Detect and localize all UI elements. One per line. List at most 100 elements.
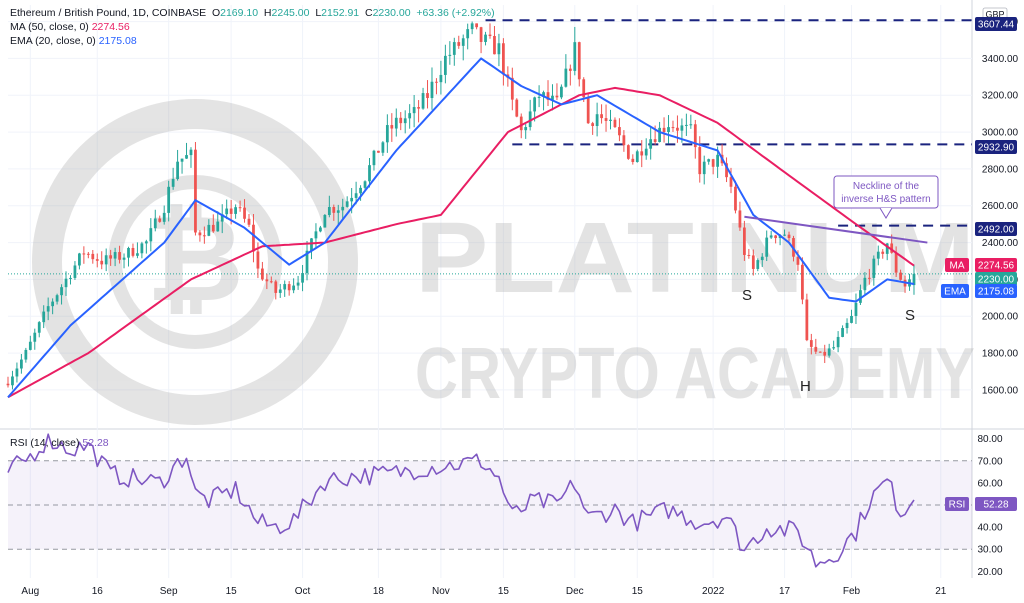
rsi-tick-label: 20.00: [977, 567, 1002, 578]
ma50-path: [7, 86, 915, 399]
price-tag: 2230.00: [975, 272, 1017, 286]
candle-body: [626, 145, 630, 159]
candle-body: [167, 186, 171, 213]
time-tick-label: Sep: [160, 586, 178, 597]
level-mid-tag: 2932.90: [975, 140, 1017, 154]
candle-body: [510, 77, 514, 100]
time-tick-label: 21: [935, 586, 947, 597]
ema-tag-value-box: [975, 284, 1017, 298]
currency-label: GBP: [985, 10, 1004, 20]
candle-body: [796, 256, 800, 265]
candle-body: [46, 306, 50, 312]
candle-body: [680, 125, 684, 131]
candle-body: [394, 117, 398, 129]
candle-body: [591, 123, 595, 127]
price-tick-label: 2800.00: [982, 164, 1019, 175]
neckline-line: [744, 215, 928, 244]
price-tick-label: 1800.00: [982, 349, 1019, 360]
watermark-logo: ₿ PLATINUM CRYPTO ACADEMY: [32, 99, 975, 425]
candle-body: [809, 340, 813, 347]
neckline-path: [744, 215, 928, 244]
ema-legend: EMA (20, close, 0) 2175.08: [10, 35, 137, 47]
candle-body: [702, 161, 706, 175]
candle-body: [497, 43, 501, 55]
price-tick-label: 3200.00: [982, 91, 1019, 102]
candle-body: [671, 127, 675, 129]
candle-body: [69, 277, 72, 279]
candle-body: [774, 235, 778, 239]
candle-body: [278, 289, 282, 293]
candle-body: [216, 221, 220, 232]
candle-body: [82, 253, 86, 255]
candle-body: [207, 224, 211, 236]
candle-body: [484, 34, 487, 42]
time-tick-label: 17: [779, 586, 791, 597]
candle-body: [466, 29, 470, 39]
rsi-path: [7, 433, 915, 568]
watermark-line2: CRYPTO ACADEMY: [415, 334, 975, 414]
candle-body: [408, 113, 412, 119]
candle-body: [827, 348, 831, 356]
candle-body: [292, 285, 296, 291]
ema-tag-value: 2175.08: [978, 287, 1015, 298]
candle-body: [341, 206, 345, 211]
candle-body: [211, 224, 215, 232]
ma-tag-label: MA: [950, 261, 965, 272]
level-high-tag: 3607.44: [975, 17, 1017, 31]
price-tick-label: 1600.00: [982, 385, 1019, 396]
right-shoulder-label: S: [905, 307, 915, 324]
candle-body: [698, 147, 702, 175]
ema-legend-value: 2175.08: [98, 35, 137, 47]
candle-body: [220, 214, 224, 222]
neckline-callout: Neckline of the inverse H&S pattern: [833, 175, 939, 219]
ma-tag-value-box: [975, 258, 1017, 272]
time-tick-label: Aug: [21, 586, 39, 597]
ohlc-close: 2230.00: [372, 7, 411, 19]
candle-body: [899, 272, 902, 280]
candle-body: [622, 135, 626, 146]
rsi-tick-label: 30.00: [977, 545, 1002, 556]
head-label: H: [800, 378, 811, 395]
time-tick-label: 15: [226, 586, 238, 597]
candle-body: [229, 208, 233, 214]
candle-body: [412, 107, 416, 114]
candle-body: [385, 125, 389, 143]
time-tick-label: 18: [373, 586, 385, 597]
candle-body: [131, 247, 135, 256]
candle-body: [747, 254, 751, 256]
price-tag-box: [975, 272, 1017, 286]
candle-body: [859, 290, 862, 303]
candle-body: [818, 351, 822, 353]
candle-body: [836, 336, 840, 348]
ohlc-c-label: C: [364, 7, 373, 19]
candle-body: [261, 268, 264, 280]
candle-body: [613, 119, 617, 128]
candle-body: [127, 247, 130, 258]
candle-body: [653, 139, 657, 142]
candle-body: [372, 150, 376, 166]
callout-line1: Neckline of the: [853, 181, 920, 192]
ma50-line: [7, 86, 915, 399]
candle-body: [6, 383, 10, 386]
candle-body: [881, 251, 885, 254]
candle-body: [760, 256, 764, 261]
time-axis: Aug 16 Sep 15 Oct 18 Nov 15 Dec 15 2022 17 Feb 21: [21, 586, 946, 597]
candle-body: [470, 23, 474, 30]
ma-legend: MA (50, close, 0) 2274.56: [10, 21, 130, 33]
candle-body: [814, 346, 818, 352]
candle-body: [493, 36, 496, 55]
level-high-value: 3607.44: [978, 20, 1015, 31]
candle-body: [872, 258, 876, 278]
time-tick-label: 16: [92, 586, 104, 597]
candle-body: [390, 125, 394, 129]
candle-body: [676, 127, 679, 131]
candle-body: [162, 212, 166, 222]
candle-body: [430, 81, 434, 99]
candle-body: [95, 259, 99, 261]
rsi-tag-value: 52.28: [983, 500, 1008, 511]
candle-body: [399, 117, 403, 124]
candle-body: [11, 376, 14, 386]
candle-body: [247, 218, 251, 225]
candle-body: [443, 55, 447, 75]
